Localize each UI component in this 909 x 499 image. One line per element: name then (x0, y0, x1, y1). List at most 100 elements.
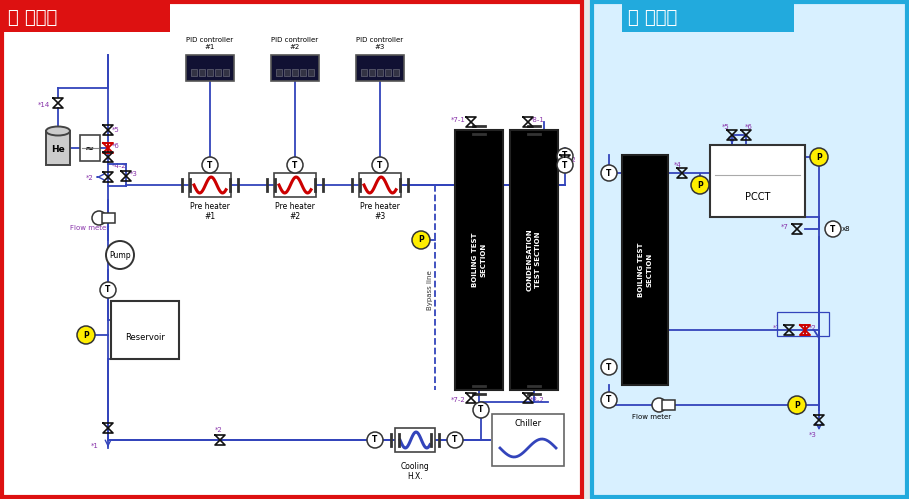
Text: T: T (830, 225, 835, 234)
Text: P: P (697, 181, 703, 190)
Text: PCCT: PCCT (744, 192, 770, 202)
Circle shape (367, 432, 383, 448)
Text: Flow meter: Flow meter (70, 225, 109, 231)
Text: *7: *7 (781, 224, 789, 230)
Text: Reservoir: Reservoir (125, 333, 165, 342)
Text: P: P (794, 401, 800, 410)
Bar (369, 69, 375, 76)
Circle shape (825, 221, 841, 237)
Text: BOILING TEST
SECTION: BOILING TEST SECTION (472, 233, 486, 287)
Bar (102, 213, 115, 223)
Text: *4-1: *4-1 (80, 154, 95, 160)
Text: *7-2: *7-2 (451, 397, 465, 403)
Bar (662, 400, 675, 410)
Circle shape (810, 148, 828, 166)
Text: *5: *5 (112, 127, 120, 133)
Bar (271, 55, 319, 81)
Bar (191, 69, 197, 76)
Text: *2: *2 (215, 427, 223, 433)
Text: *5: *5 (722, 124, 730, 130)
Circle shape (100, 282, 116, 298)
Text: T: T (105, 285, 111, 294)
Text: *3: *3 (130, 171, 138, 177)
Text: T: T (453, 436, 458, 445)
Circle shape (447, 432, 463, 448)
Circle shape (788, 396, 806, 414)
Text: ≈: ≈ (85, 144, 95, 154)
Bar (377, 69, 383, 76)
Circle shape (601, 165, 617, 181)
Bar (2, 2, 582, 497)
Text: *6: *6 (112, 143, 120, 149)
Bar (359, 173, 401, 197)
Bar (510, 130, 558, 390)
Circle shape (372, 157, 388, 173)
Text: PID controller
#2: PID controller #2 (272, 37, 318, 50)
Text: Pre heater
#3: Pre heater #3 (360, 202, 400, 222)
Circle shape (106, 241, 134, 269)
Text: P: P (418, 236, 424, 245)
Bar (592, 2, 907, 497)
Text: 열 제거부: 열 제거부 (628, 9, 677, 27)
Text: PID controller
#1: PID controller #1 (186, 37, 234, 50)
Text: P: P (83, 330, 89, 339)
Circle shape (601, 359, 617, 375)
Circle shape (557, 157, 573, 173)
Bar (284, 69, 290, 76)
Text: Cooling
H.X.: Cooling H.X. (401, 462, 429, 482)
Circle shape (412, 231, 430, 249)
Text: T: T (377, 161, 383, 170)
Circle shape (77, 326, 95, 344)
Bar (622, 155, 668, 385)
Text: PID controller
#3: PID controller #3 (356, 37, 404, 50)
Text: T: T (373, 436, 377, 445)
Bar (186, 55, 234, 81)
Text: CONDENSATION
TEST SECTION: CONDENSATION TEST SECTION (527, 229, 541, 291)
Bar (2, 2, 170, 32)
Circle shape (202, 157, 218, 173)
Circle shape (287, 157, 303, 173)
Bar (223, 69, 229, 76)
Text: T: T (293, 161, 297, 170)
Text: He: He (51, 146, 65, 155)
Circle shape (473, 402, 489, 418)
Bar (46, 131, 70, 165)
Bar (710, 145, 805, 217)
Circle shape (557, 148, 573, 164)
Bar (207, 69, 213, 76)
Bar (215, 69, 221, 76)
Text: Pre heater
#1: Pre heater #1 (190, 202, 230, 222)
Text: x8: x8 (842, 226, 851, 232)
Text: *8-1: *8-1 (530, 117, 544, 123)
Bar (492, 414, 564, 466)
Text: T: T (606, 362, 612, 371)
Text: *2: *2 (569, 157, 576, 163)
Text: *1: *1 (91, 443, 99, 449)
Bar (361, 69, 367, 76)
Text: Bypass line: Bypass line (427, 270, 433, 310)
Text: *1: *1 (773, 325, 781, 331)
Text: *2: *2 (86, 175, 94, 181)
Text: P: P (816, 153, 822, 162)
Circle shape (652, 398, 666, 412)
Text: *14: *14 (38, 102, 50, 108)
Circle shape (92, 211, 106, 225)
Bar (393, 69, 399, 76)
Text: *4: *4 (674, 162, 682, 168)
Text: T: T (478, 406, 484, 415)
Text: T: T (563, 152, 568, 161)
Ellipse shape (46, 127, 70, 136)
Bar (274, 173, 316, 197)
Text: Flow meter: Flow meter (633, 414, 672, 420)
Text: *3: *3 (809, 432, 817, 438)
Bar (308, 69, 314, 76)
Bar (292, 69, 298, 76)
Bar (356, 55, 404, 81)
Text: T: T (563, 161, 568, 170)
Text: *8-2: *8-2 (530, 397, 544, 403)
Bar (80, 135, 100, 161)
Bar (111, 301, 179, 359)
Text: BOILING TEST
SECTION: BOILING TEST SECTION (638, 243, 652, 297)
Text: 열 공급부: 열 공급부 (8, 9, 57, 27)
Bar (276, 69, 282, 76)
